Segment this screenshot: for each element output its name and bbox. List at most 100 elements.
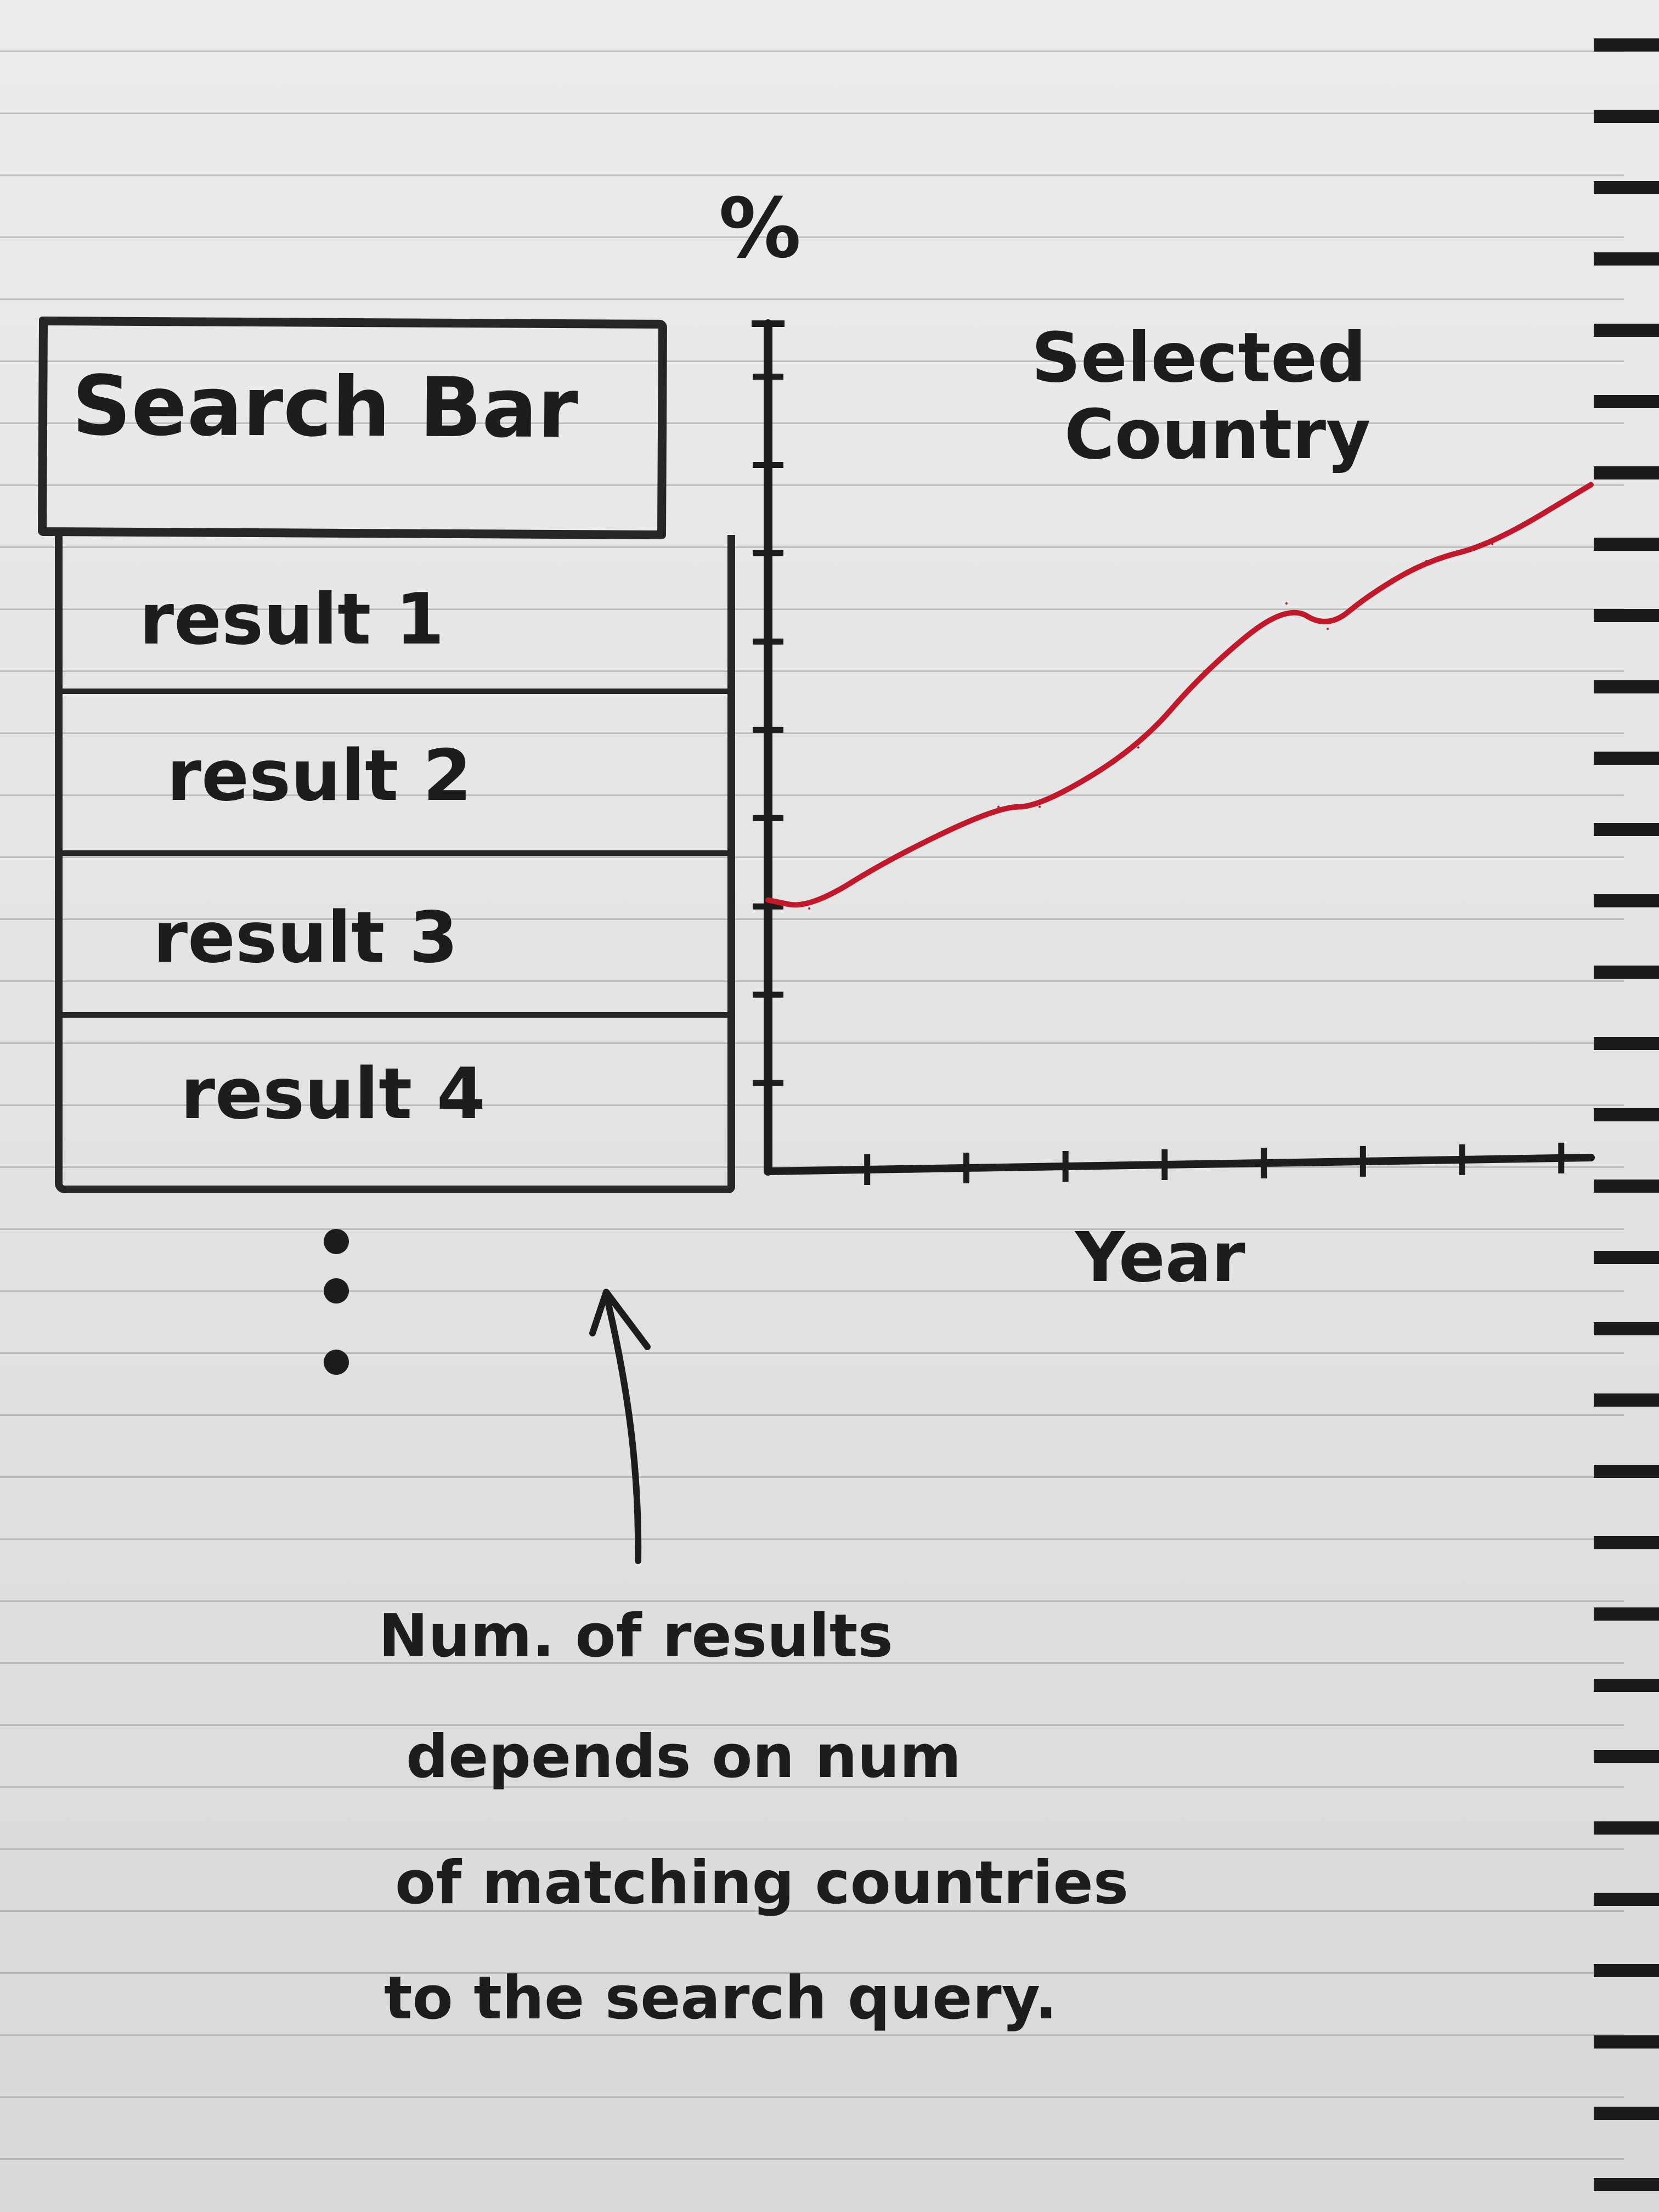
- ruled-line: [0, 484, 1624, 486]
- data-point: [808, 907, 810, 910]
- binding-ring: [1594, 2178, 1659, 2191]
- binding-ring: [1594, 1251, 1659, 1264]
- data-point: [1491, 543, 1493, 545]
- ruled-line: [0, 1104, 1624, 1106]
- ruled-line: [0, 1786, 1624, 1788]
- ruled-line: [0, 174, 1624, 176]
- list-item[interactable]: result 3: [63, 859, 727, 1018]
- binding-ring: [1594, 1536, 1659, 1549]
- ruled-line: [0, 1600, 1624, 1602]
- data-point: [1039, 805, 1041, 808]
- ruled-line: [0, 2158, 1624, 2160]
- annotation-line: depends on num: [406, 1723, 962, 1791]
- ruled-line: [0, 918, 1624, 920]
- chart-title-line-1: Selected: [1031, 318, 1367, 398]
- ruled-line: [0, 1290, 1624, 1292]
- binding-ring: [1594, 181, 1659, 194]
- binding-ring: [1594, 1750, 1659, 1763]
- result-label: result 4: [180, 1053, 486, 1135]
- ruled-line: [0, 2096, 1624, 2098]
- ruled-line: [0, 1414, 1624, 1416]
- binding-ring: [1594, 324, 1659, 337]
- data-point: [997, 805, 1000, 808]
- list-item[interactable]: result 1: [63, 535, 727, 694]
- data-point: [1327, 628, 1329, 630]
- data-point: [1203, 670, 1205, 673]
- chart-title-line-2: Country: [1064, 395, 1371, 475]
- ruled-line: [0, 608, 1624, 610]
- data-point: [1425, 560, 1427, 562]
- ruled-line: [0, 1972, 1624, 1974]
- ruled-line: [0, 1848, 1624, 1850]
- ruled-line: [0, 1352, 1624, 1354]
- binding-ring: [1594, 966, 1659, 979]
- ellipsis-dot: [324, 1278, 349, 1304]
- binding-ring: [1594, 1037, 1659, 1050]
- ruled-line: [0, 1042, 1624, 1044]
- binding-ring: [1594, 1679, 1659, 1692]
- ruled-line: [0, 1662, 1624, 1664]
- binding-ring: [1594, 1465, 1659, 1478]
- binding-ring: [1594, 110, 1659, 123]
- binding-ring: [1594, 466, 1659, 479]
- binding-ring: [1594, 2035, 1659, 2049]
- x-axis: [764, 1154, 1595, 1175]
- binding-ring: [1594, 538, 1659, 551]
- ruled-line: [0, 546, 1624, 548]
- binding-ring: [1594, 1821, 1659, 1835]
- result-label: result 3: [153, 897, 458, 979]
- annotation-line: to the search query.: [384, 1964, 1058, 2033]
- ruled-line: [0, 670, 1624, 672]
- binding-ring: [1594, 395, 1659, 408]
- ruled-line: [0, 1724, 1624, 1726]
- data-point: [767, 899, 769, 901]
- binding-ring: [1594, 1964, 1659, 1977]
- binding-ring: [1594, 1180, 1659, 1193]
- ruled-line: [0, 856, 1624, 858]
- annotation-line: Num. of results: [379, 1602, 893, 1671]
- binding-ring: [1594, 752, 1659, 765]
- results-list: result 1 result 2 result 3 result 4: [55, 535, 735, 1193]
- ellipsis-dot: [324, 1229, 349, 1254]
- ruled-line: [0, 50, 1624, 52]
- data-point: [890, 856, 893, 859]
- ruled-line: [0, 732, 1624, 734]
- binding-ring: [1594, 38, 1659, 52]
- ruled-line: [0, 112, 1624, 114]
- binding-ring: [1594, 1393, 1659, 1407]
- binding-ring: [1594, 1607, 1659, 1621]
- binding-ring: [1594, 1893, 1659, 1906]
- data-point: [1368, 594, 1370, 596]
- list-item[interactable]: result 4: [63, 1020, 727, 1180]
- ruled-line: [0, 1538, 1624, 1540]
- result-label: result 1: [139, 579, 444, 661]
- ruled-line: [0, 2034, 1624, 2036]
- binding-ring: [1594, 252, 1659, 266]
- ruled-line: [0, 1910, 1624, 1912]
- ellipsis-dot: [324, 1350, 349, 1375]
- ruled-line: [0, 236, 1624, 238]
- binding-ring: [1594, 2107, 1659, 2120]
- ruled-line: [0, 1476, 1624, 1478]
- ruled-line: [0, 360, 1624, 362]
- x-axis-label: Year: [1075, 1218, 1245, 1297]
- series-line: [765, 482, 1594, 908]
- binding-ring: [1594, 823, 1659, 836]
- binding-ring: [1594, 609, 1659, 622]
- binding-ring: [1594, 1322, 1659, 1335]
- annotation-line: of matching countries: [395, 1849, 1128, 1917]
- list-item[interactable]: result 2: [63, 697, 727, 856]
- ruled-line: [0, 1228, 1624, 1230]
- binding-ring: [1594, 894, 1659, 907]
- result-label: result 2: [167, 735, 472, 817]
- data-point: [1590, 483, 1592, 486]
- ruled-line: [0, 794, 1624, 796]
- binding-ring: [1594, 1108, 1659, 1121]
- ruled-line: [0, 298, 1624, 300]
- data-point: [1285, 602, 1288, 605]
- binding-ring: [1594, 680, 1659, 693]
- ruled-line: [0, 422, 1624, 424]
